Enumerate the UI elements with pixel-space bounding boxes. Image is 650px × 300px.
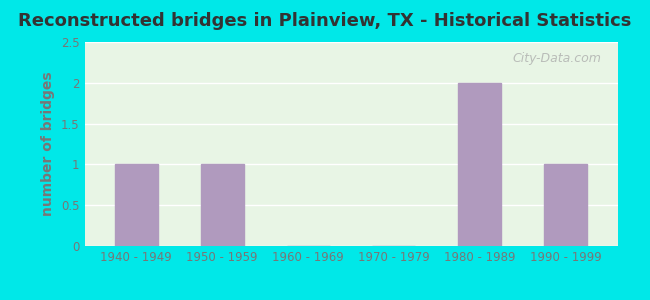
Bar [458,83,501,246]
Bar [545,164,588,246]
Text: City-Data.com: City-Data.com [513,52,601,65]
Bar [114,164,157,246]
Y-axis label: number of bridges: number of bridges [42,72,55,216]
Bar [201,164,244,246]
Text: Reconstructed bridges in Plainview, TX - Historical Statistics: Reconstructed bridges in Plainview, TX -… [18,12,632,30]
